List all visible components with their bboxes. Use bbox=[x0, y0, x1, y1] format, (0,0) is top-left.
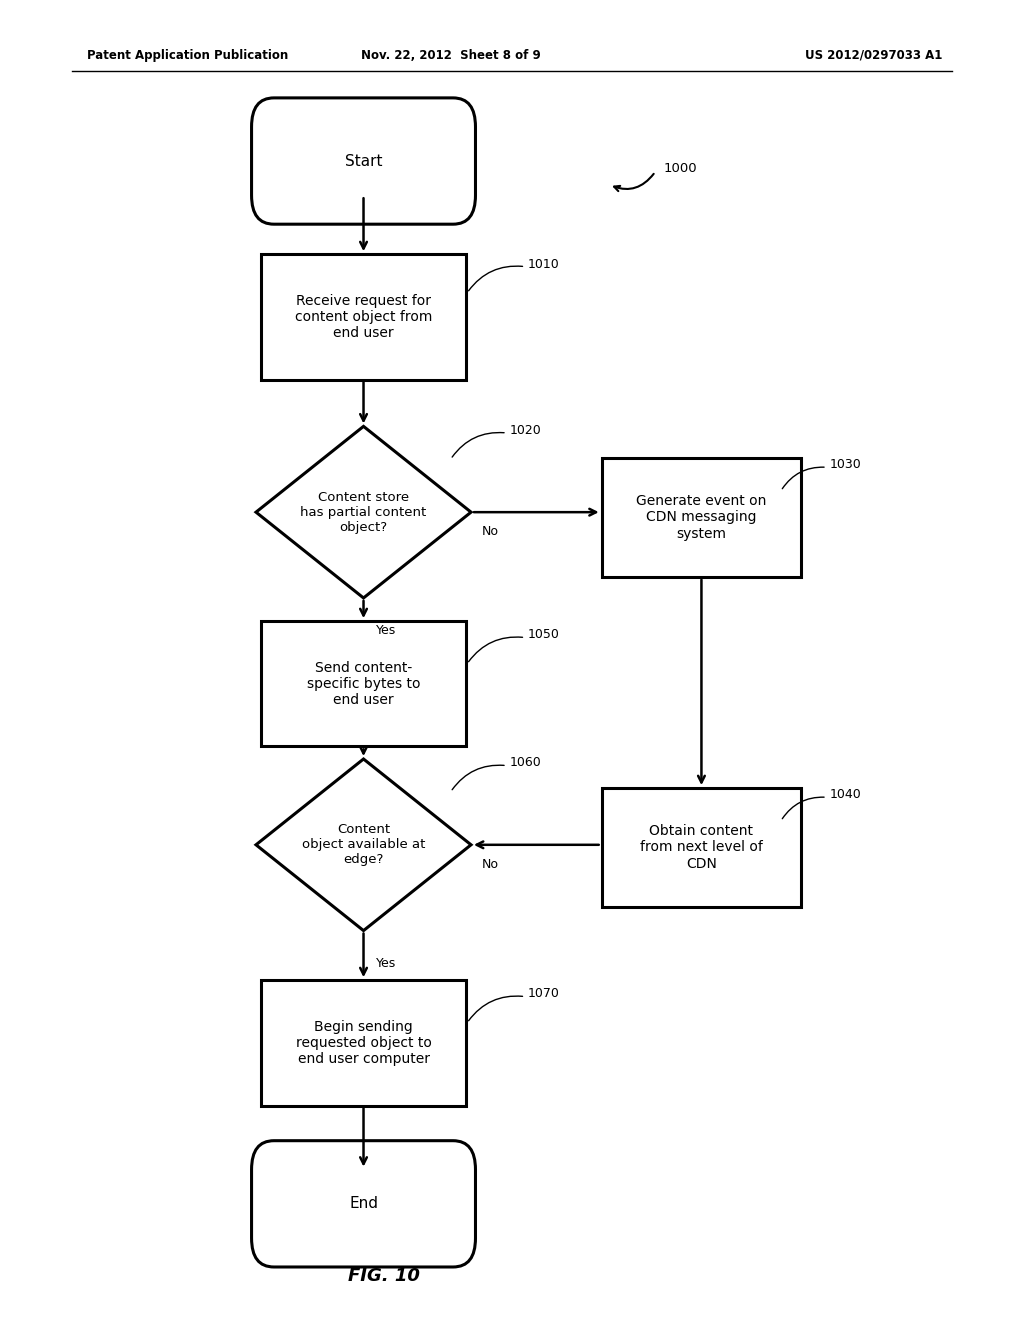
Polygon shape bbox=[256, 426, 471, 598]
Text: 1000: 1000 bbox=[664, 162, 697, 176]
Text: Receive request for
content object from
end user: Receive request for content object from … bbox=[295, 293, 432, 341]
Text: No: No bbox=[481, 858, 499, 871]
Text: 1040: 1040 bbox=[830, 788, 862, 801]
Text: FIG. 10: FIG. 10 bbox=[348, 1267, 420, 1286]
Text: Send content-
specific bytes to
end user: Send content- specific bytes to end user bbox=[307, 660, 420, 708]
Text: Yes: Yes bbox=[376, 624, 396, 638]
Bar bbox=[602, 788, 801, 907]
Text: No: No bbox=[481, 525, 499, 539]
Bar bbox=[261, 622, 466, 747]
Text: Nov. 22, 2012  Sheet 8 of 9: Nov. 22, 2012 Sheet 8 of 9 bbox=[360, 49, 541, 62]
Text: End: End bbox=[349, 1196, 378, 1212]
Bar bbox=[602, 458, 801, 577]
Text: 1070: 1070 bbox=[527, 987, 559, 1001]
Text: Content store
has partial content
object?: Content store has partial content object… bbox=[300, 491, 427, 533]
Text: Start: Start bbox=[345, 153, 382, 169]
Text: Content
object available at
edge?: Content object available at edge? bbox=[302, 824, 425, 866]
Bar bbox=[261, 979, 466, 1106]
Text: US 2012/0297033 A1: US 2012/0297033 A1 bbox=[805, 49, 942, 62]
Polygon shape bbox=[256, 759, 471, 931]
Text: Obtain content
from next level of
CDN: Obtain content from next level of CDN bbox=[640, 824, 763, 871]
Text: 1010: 1010 bbox=[527, 257, 559, 271]
FancyBboxPatch shape bbox=[252, 1140, 475, 1267]
Text: 1020: 1020 bbox=[510, 424, 542, 437]
Text: Yes: Yes bbox=[376, 957, 396, 970]
Text: Generate event on
CDN messaging
system: Generate event on CDN messaging system bbox=[636, 494, 767, 541]
FancyBboxPatch shape bbox=[252, 98, 475, 224]
Text: Begin sending
requested object to
end user computer: Begin sending requested object to end us… bbox=[296, 1019, 431, 1067]
Text: 1050: 1050 bbox=[527, 628, 559, 642]
Bar bbox=[261, 255, 466, 380]
Text: 1030: 1030 bbox=[830, 458, 862, 471]
Text: Patent Application Publication: Patent Application Publication bbox=[87, 49, 289, 62]
Text: 1060: 1060 bbox=[510, 756, 542, 770]
